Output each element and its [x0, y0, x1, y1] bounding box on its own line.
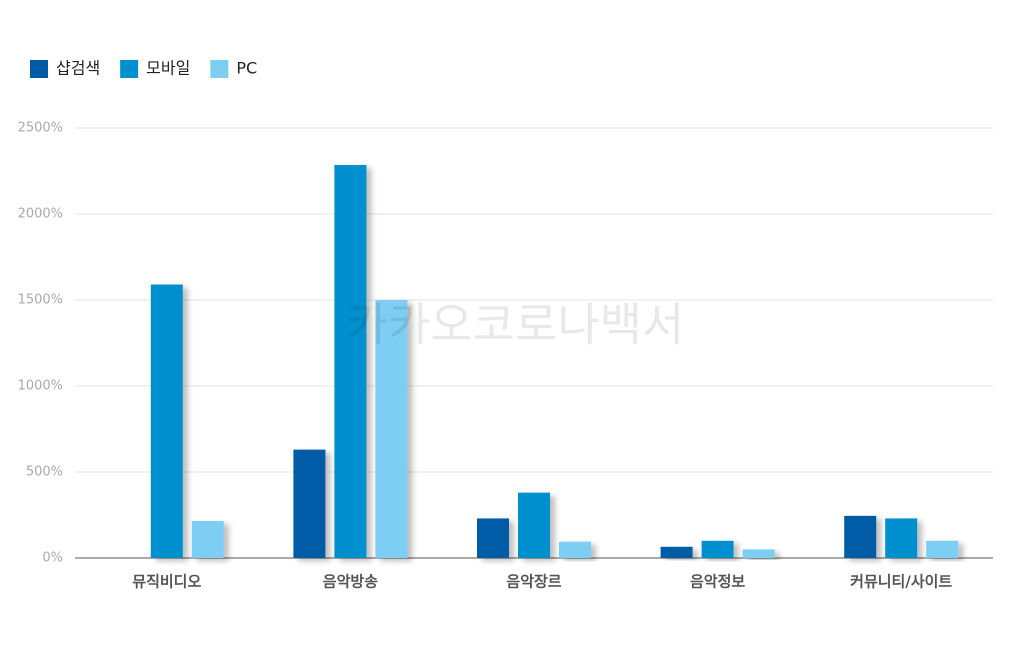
bar [660, 546, 693, 558]
x-tick-label: 음악장르 [506, 573, 561, 591]
watermark: 카카오코로나백서 [346, 298, 685, 352]
legend-swatch [30, 60, 48, 78]
bar [518, 492, 550, 558]
legend: 샵검색 모바일 PC [30, 59, 257, 78]
bar [334, 164, 367, 559]
x-tick-label: 음악방송 [323, 573, 378, 591]
bar [293, 449, 326, 558]
bar [150, 284, 183, 558]
x-tick-label: 뮤직비디오 [132, 573, 201, 591]
bar [742, 549, 775, 558]
y-tick-label: 1500% [18, 293, 63, 308]
bar [885, 518, 918, 558]
y-tick-label: 2000% [18, 207, 63, 222]
bar [191, 521, 224, 558]
legend-swatch [210, 60, 229, 78]
bar [375, 300, 408, 558]
legend-label: 샵검색 [56, 59, 100, 78]
y-tick-label: 1000% [18, 379, 63, 394]
y-tick-label: 500% [26, 465, 63, 480]
bar [477, 518, 509, 558]
x-tick-label: 음악정보 [690, 573, 745, 591]
y-tick-label: 0% [42, 551, 63, 566]
bar [559, 541, 591, 558]
bar [844, 515, 877, 558]
bar [926, 540, 959, 558]
y-tick-label: 2500% [18, 121, 63, 136]
legend-swatch [120, 60, 139, 78]
legend-label: PC [236, 59, 257, 78]
bars: 뮤직비디오 음악방송 음악장르 음악정보 커뮤니티/사이트 [132, 164, 959, 591]
bar [701, 540, 734, 558]
legend-label: 모바일 [146, 59, 190, 78]
x-tick-label: 커뮤니티/사이트 [850, 573, 952, 591]
